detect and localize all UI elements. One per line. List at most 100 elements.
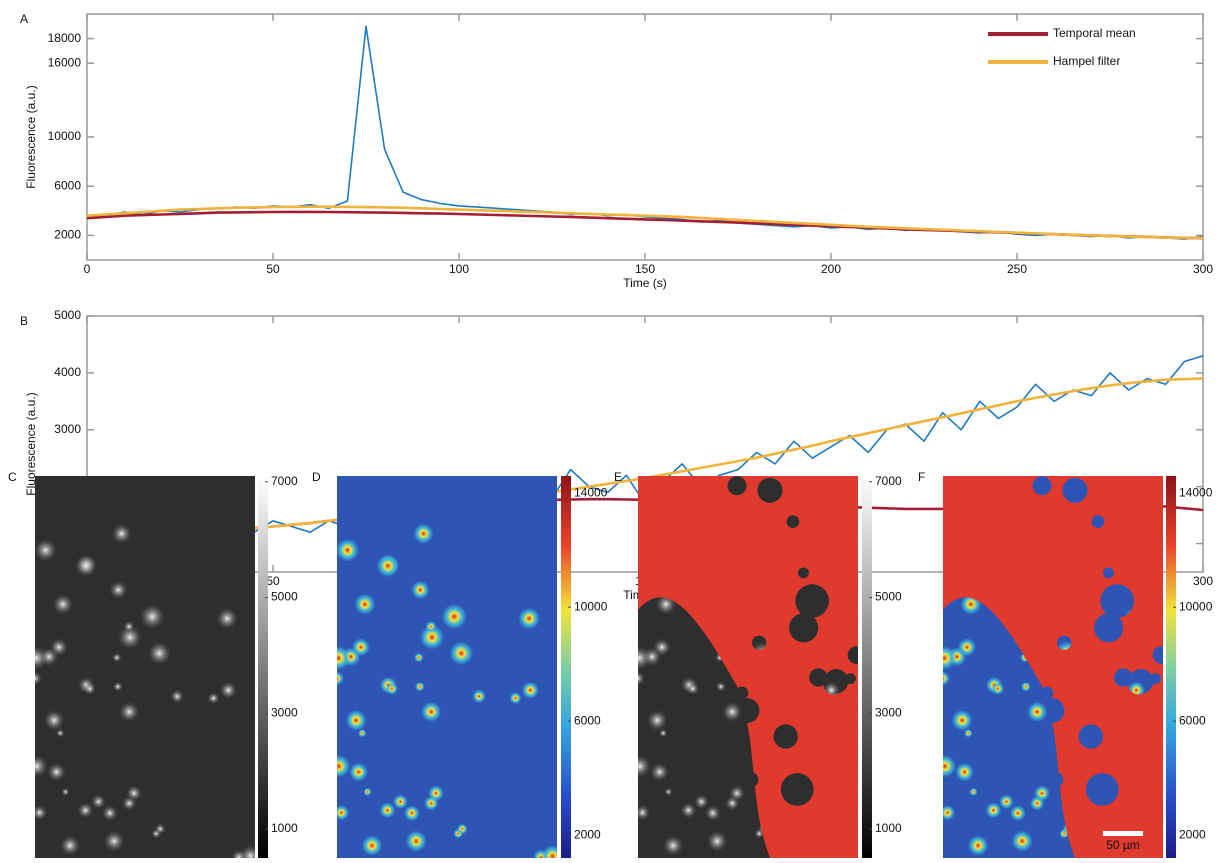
image-background xyxy=(35,476,255,858)
image-blob xyxy=(170,689,184,704)
colorbar-tick-label: 10000 xyxy=(1179,599,1213,613)
image-blob xyxy=(52,593,74,615)
image-blob xyxy=(119,701,140,722)
y-tick-label: 4000 xyxy=(54,365,81,379)
image-blob xyxy=(56,728,65,738)
image-blob xyxy=(337,538,359,562)
y-tick-label: 5000 xyxy=(54,308,81,322)
masked-area xyxy=(943,476,1163,858)
x-tick-label: 250 xyxy=(1007,262,1027,276)
scale-bar xyxy=(1103,831,1143,836)
image-blob xyxy=(411,580,430,600)
image-blob xyxy=(358,728,367,738)
colorbar-tick-label: 14000 xyxy=(1179,485,1213,499)
y-axis-label: Fluorescence (a.u.) xyxy=(24,85,38,188)
colorbar xyxy=(862,476,872,858)
panel-label: B xyxy=(20,314,28,328)
y-axis-label: Fluorescence (a.u.) xyxy=(24,392,38,495)
image-blob xyxy=(345,709,367,731)
panel-label: E xyxy=(614,470,622,484)
image-blob xyxy=(154,823,166,835)
colorbar-tick-label: 10000 xyxy=(574,599,608,613)
y-tick-label: 10000 xyxy=(48,129,82,143)
x-tick-label: 50 xyxy=(266,262,280,276)
image-blob xyxy=(61,787,70,796)
y-tick-label: 2000 xyxy=(54,228,81,242)
image-blob xyxy=(101,805,118,822)
image-blob xyxy=(109,580,128,600)
image-background xyxy=(337,476,557,858)
image-blob xyxy=(337,805,350,821)
image-blob xyxy=(419,625,445,650)
y-tick-label: 18000 xyxy=(48,31,82,45)
image-blob xyxy=(147,641,172,666)
x-tick-label: 0 xyxy=(84,262,91,276)
image xyxy=(337,476,557,858)
image-blob xyxy=(239,845,255,858)
colorbar-tick-label: 1000 xyxy=(271,821,298,835)
colorbar xyxy=(561,476,571,858)
image-blob xyxy=(219,681,237,699)
x-tick-label: 150 xyxy=(635,262,655,276)
colorbar-tick-label: 2000 xyxy=(574,827,601,841)
y-tick-label: 3000 xyxy=(54,422,81,436)
colorbar-tick-label: 3000 xyxy=(271,705,298,719)
y-tick-label: 16000 xyxy=(48,55,82,69)
image-blob xyxy=(385,682,399,695)
image-blob xyxy=(35,646,49,671)
image-blob xyxy=(74,554,98,578)
image-blob xyxy=(403,805,420,822)
masked-area xyxy=(638,476,858,858)
image-blob xyxy=(441,603,467,630)
image-blob xyxy=(35,805,48,821)
image-blob xyxy=(35,671,42,686)
image-blob xyxy=(35,538,57,562)
image-blob xyxy=(117,625,143,650)
scale-bar-label: 50 µm xyxy=(1106,838,1140,852)
image-blob xyxy=(91,794,106,809)
x-tick-label: 200 xyxy=(821,262,841,276)
image-blob xyxy=(363,787,372,796)
x-tick-label: 50 xyxy=(266,574,280,588)
image xyxy=(943,476,1163,858)
colorbar-tick-label: 5000 xyxy=(875,590,902,604)
image-blob xyxy=(43,709,65,731)
image-blob xyxy=(47,762,66,782)
image-blob xyxy=(216,607,238,630)
colorbar-tick-label: 3000 xyxy=(875,705,902,719)
panel-label: D xyxy=(312,470,321,484)
colorbar-tick-label: 2000 xyxy=(1179,827,1206,841)
image-blob xyxy=(35,754,49,778)
x-axis-label: Time (s) xyxy=(623,276,667,290)
image-blob xyxy=(361,835,383,856)
image-blob xyxy=(421,701,442,722)
image-blob xyxy=(541,845,557,858)
image-blob xyxy=(349,762,368,782)
image-blob xyxy=(405,830,427,852)
x-tick-label: 100 xyxy=(449,262,469,276)
image-blob xyxy=(379,802,396,819)
image xyxy=(35,476,255,858)
image-blob xyxy=(521,681,539,699)
plot-frame xyxy=(86,13,1204,261)
colorbar-tick-label: 7000 xyxy=(875,474,902,488)
colorbar-tick-label: 6000 xyxy=(574,713,601,727)
image-blob xyxy=(449,641,474,666)
image-blob xyxy=(509,692,522,705)
image-blob xyxy=(393,794,408,809)
image-blob xyxy=(354,593,376,615)
colorbar-tick-label: 6000 xyxy=(1179,713,1206,727)
panel-label: C xyxy=(8,470,17,484)
image-blobs xyxy=(35,523,255,858)
image-blob xyxy=(112,652,122,663)
image-blob xyxy=(472,689,486,704)
image-blob xyxy=(518,607,540,630)
image-blob xyxy=(83,682,97,695)
image-blob xyxy=(337,646,351,671)
image-blob xyxy=(337,754,351,778)
image-blob xyxy=(413,523,434,544)
image-blob xyxy=(77,802,94,819)
image-blob xyxy=(352,638,370,657)
colorbar-tick-label: 1000 xyxy=(875,821,902,835)
